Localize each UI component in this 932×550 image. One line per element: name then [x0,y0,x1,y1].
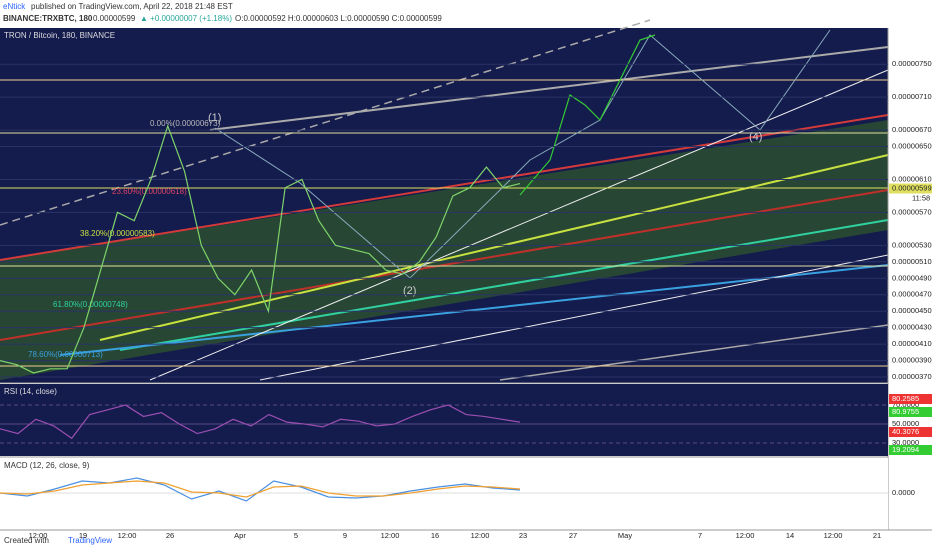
x-tick-label: 12:00 [118,531,137,540]
series-line [0,124,521,374]
y-tick-label: 0.00000430 [892,323,932,332]
x-tick-label: 23 [519,531,527,540]
side-label: 19.2094 [892,445,919,454]
projection [519,34,656,196]
x-tick-label: 12:00 [736,531,755,540]
change: ▲ +0.00000007 (+1.18%) [140,14,232,23]
series-line [0,477,521,502]
y-tick-label: 30.0000 [892,438,919,447]
wave-path [214,29,831,279]
last-price-box [889,183,932,194]
x-tick-label: 12:00 [471,531,490,540]
pane-title: MACD (12, 26, close, 9) [4,461,90,470]
y-tick-label: 70.0000 [892,400,919,409]
published: published on TradingView.com, April 22, … [31,2,233,11]
x-tick-label: 12:00 [824,531,843,540]
x-tick-label: 5 [294,531,298,540]
y-tick-label: 0.00000470 [892,290,932,299]
pane-title: TRON / Bitcoin, 180, BINANCE [4,31,115,40]
x-tick-label: May [618,531,632,540]
fib-label: 23.60%(0.00000618) [112,187,187,196]
countdown: 11:58 [912,194,930,203]
channel-line [99,154,889,341]
channel-line [59,264,889,356]
last-price-label: 0.00000599 [892,184,932,193]
fib-label: 0.00%(0.00000673) [150,119,221,128]
footer-brand[interactable]: TradingView [68,536,112,545]
channel-line [209,46,889,131]
side-label-box [889,445,932,455]
wave-label: (1) [208,112,221,124]
side-label-box [889,394,932,404]
fib-label: 38.20%(0.00000583) [80,229,155,238]
channel-line [0,189,889,341]
side-label-box [889,427,932,437]
x-tick-label: 12:00 [381,531,400,540]
last: 0.00000599 [93,14,136,23]
rsi-pane [0,384,888,456]
y-tick-label: 0.00000490 [892,273,932,282]
symbol: BINANCE:TRXBTC, 180 [3,14,93,23]
wave-label: (2) [403,285,416,297]
x-tick-label: 12:00 [29,531,48,540]
y-tick-label: 50.0000 [892,419,919,428]
trend-line [259,254,889,381]
y-tick-label: 0.00000750 [892,59,932,68]
x-tick-label: 21 [873,531,881,540]
channel-line [119,219,889,351]
y-tick-label: 0.00000410 [892,339,932,348]
x-tick-label: 9 [343,531,347,540]
fib-label: 78.60%(0.00000713) [28,350,103,359]
x-tick-label: 26 [166,531,174,540]
y-tick-label: 0.00000610 [892,174,932,183]
x-tick-label: 27 [569,531,577,540]
x-tick-label: 7 [698,531,702,540]
y-tick-label: 0.00000390 [892,356,932,365]
y-tick-label: 0.00000450 [892,306,932,315]
y-tick-label: 0.00000710 [892,92,932,101]
y-tick-label: 0.00000370 [892,372,932,381]
y-tick-label: 0.00000670 [892,125,932,134]
ohlc: O:0.00000592 H:0.00000603 L:0.00000590 C… [235,14,442,23]
x-tick-label: Apr [234,531,246,540]
trend-line [149,69,889,381]
macd-pane [0,458,888,530]
channel [0,120,888,380]
y-tick-label: 0.00000570 [892,207,932,216]
side-label: 80.9755 [892,407,919,416]
y-tick-label: 0.00000650 [892,142,932,151]
series-line [0,404,521,440]
channel-line [0,19,651,226]
x-tick-label: 16 [431,531,439,540]
pane-title: RSI (14, close) [4,387,57,396]
side-label: 80.2585 [892,394,919,403]
y-tick-label: 0.00000510 [892,257,932,266]
trend-line [499,324,889,381]
wave-label: (4) [749,131,762,143]
header-bg [0,0,932,28]
side-label-box [889,407,932,417]
x-tick-label: 14 [786,531,794,540]
y-tick-label: 0.0000 [892,488,915,497]
y-tick-label: 0.00000530 [892,240,932,249]
author: eNtick [3,2,26,11]
side-label: 40.3076 [892,427,919,436]
footer-text: Created with [4,536,49,545]
series-line [0,480,521,498]
x-tick-label: 19 [79,531,87,540]
